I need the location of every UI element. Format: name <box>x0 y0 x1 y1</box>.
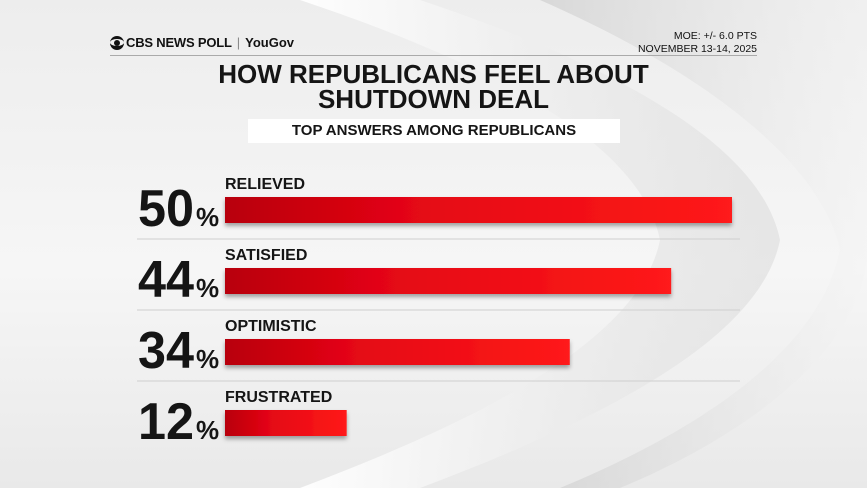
category-label-frustrated: FRUSTRATED <box>225 389 332 406</box>
category-label-relieved: RELIEVED <box>225 176 305 193</box>
margin-of-error: MOE: +/- 6.0 PTS <box>673 30 757 42</box>
chart-subtitle: TOP ANSWERS AMONG REPUBLICANS <box>248 119 620 143</box>
percent-sign-optimistic: % <box>196 344 219 374</box>
value-label-relieved: 50 <box>138 180 194 238</box>
brand-separator: | <box>236 35 241 50</box>
percent-sign-satisfied: % <box>196 273 219 303</box>
bar-optimistic <box>225 339 570 365</box>
bar-relieved <box>225 197 732 223</box>
header-divider <box>110 55 757 56</box>
bar-satisfied <box>225 268 672 294</box>
category-label-satisfied: SATISFIED <box>225 247 307 264</box>
chart-title: HOW REPUBLICANS FEEL ABOUT SHUTDOWN DEAL <box>110 59 757 114</box>
cbs-eye-icon <box>110 35 124 50</box>
poll-meta: MOE: +/- 6.0 PTS NOVEMBER 13-14, 2025 <box>638 30 757 56</box>
header: CBS NEWS POLL | YouGov MOE: +/- 6.0 PTS … <box>110 30 757 56</box>
chart-title-line-2: SHUTDOWN DEAL <box>317 84 550 114</box>
brand-logo: CBS NEWS POLL | YouGov <box>110 35 294 50</box>
poll-dates: NOVEMBER 13-14, 2025 <box>637 43 757 55</box>
value-label-optimistic: 34 <box>138 322 194 380</box>
brand-cbs-news-poll: CBS NEWS POLL <box>126 35 232 50</box>
value-label-satisfied: 44 <box>138 251 194 309</box>
bar-frustrated <box>225 410 347 436</box>
percent-sign-relieved: % <box>196 202 219 232</box>
value-label-frustrated: 12 <box>138 393 194 451</box>
percent-sign-frustrated: % <box>196 415 219 445</box>
brand-yougov: YouGov <box>245 35 295 50</box>
chart-title-line-1: HOW REPUBLICANS FEEL ABOUT <box>218 59 649 89</box>
category-label-optimistic: OPTIMISTIC <box>225 318 317 335</box>
